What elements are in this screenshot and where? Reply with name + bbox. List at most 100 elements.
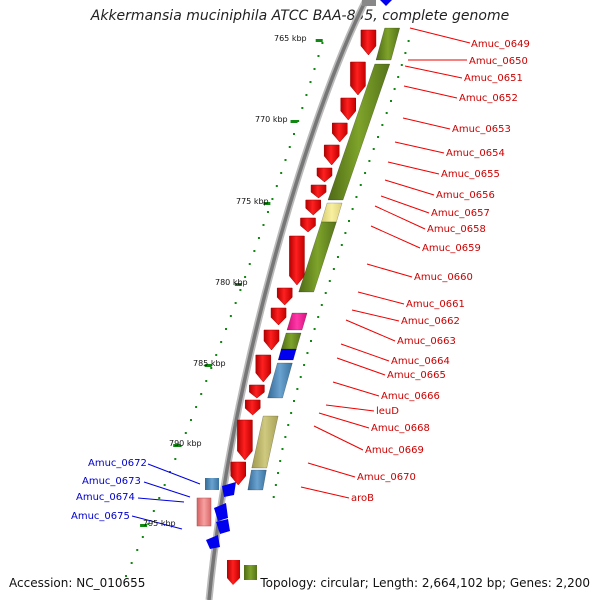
gene-feature[interactable] bbox=[244, 565, 257, 580]
gene-arrow[interactable] bbox=[300, 217, 316, 233]
label-leader bbox=[318, 412, 370, 429]
gene-arrow[interactable] bbox=[237, 419, 253, 461]
track-dot bbox=[407, 40, 410, 42]
label-leader bbox=[340, 343, 390, 362]
label-leader bbox=[404, 65, 463, 79]
gene-feature[interactable] bbox=[267, 362, 293, 399]
track-dot bbox=[287, 424, 290, 426]
gene-label[interactable]: Amuc_0660 bbox=[414, 272, 473, 283]
gene-label[interactable]: Amuc_0675 bbox=[71, 511, 130, 522]
gene-feature[interactable] bbox=[321, 202, 343, 223]
ruler bbox=[124, 39, 410, 577]
gene-label[interactable]: Amuc_0664 bbox=[391, 356, 450, 367]
gene-label[interactable]: Amuc_0670 bbox=[357, 472, 416, 483]
ruler-tick bbox=[263, 202, 271, 205]
gene-label[interactable]: Amuc_0674 bbox=[76, 492, 135, 503]
gene-arrow[interactable] bbox=[255, 354, 272, 383]
ruler-label: 765 kbp bbox=[274, 34, 307, 43]
gene-arrow[interactable] bbox=[323, 144, 340, 166]
ruler-dot bbox=[234, 302, 237, 304]
ruler-dot bbox=[195, 406, 198, 408]
gene-label[interactable]: Amuc_0665 bbox=[387, 370, 446, 381]
label-leaders bbox=[131, 27, 471, 530]
gene-arrow[interactable] bbox=[289, 235, 305, 286]
ruler-dot bbox=[248, 263, 251, 265]
track-dot bbox=[377, 136, 380, 138]
label-leader bbox=[403, 85, 458, 99]
gene-feature[interactable] bbox=[222, 482, 236, 497]
gene-arrow[interactable] bbox=[263, 329, 280, 351]
gene-feature[interactable] bbox=[214, 503, 228, 521]
track-dot bbox=[317, 316, 320, 318]
gene-label[interactable]: Amuc_0668 bbox=[371, 423, 430, 434]
gene-feature[interactable] bbox=[206, 535, 220, 549]
gene-arrow[interactable] bbox=[332, 122, 348, 143]
gene-arrow[interactable] bbox=[340, 97, 357, 121]
gene-arrow[interactable] bbox=[276, 287, 293, 306]
gene-feature[interactable] bbox=[216, 519, 230, 534]
gene-arrow[interactable] bbox=[350, 61, 366, 96]
label-leader bbox=[380, 195, 430, 214]
gene-label[interactable]: Amuc_0659 bbox=[422, 243, 481, 254]
ruler-dot bbox=[130, 562, 133, 564]
track-dot bbox=[385, 112, 388, 114]
gene-label[interactable]: aroB bbox=[351, 493, 374, 504]
gene-feature[interactable] bbox=[327, 63, 391, 201]
gene-label[interactable]: Amuc_0652 bbox=[459, 93, 518, 104]
ruler-label: 790 kbp bbox=[169, 439, 202, 448]
gene-feature[interactable] bbox=[251, 415, 279, 469]
track-dot bbox=[340, 244, 343, 246]
track-dot bbox=[277, 472, 280, 474]
ruler-dot bbox=[271, 198, 274, 200]
gene-arrow[interactable] bbox=[270, 307, 287, 326]
gene-arrow[interactable] bbox=[227, 560, 240, 585]
gene-feature[interactable] bbox=[247, 469, 267, 491]
gene-arrow[interactable] bbox=[230, 461, 247, 486]
gene-label[interactable]: Amuc_0653 bbox=[452, 124, 511, 135]
track-dot bbox=[359, 184, 362, 186]
gene-label[interactable]: Amuc_0657 bbox=[431, 208, 490, 219]
gene-label[interactable]: Amuc_0666 bbox=[381, 391, 440, 402]
gene-label[interactable]: Amuc_0656 bbox=[436, 190, 495, 201]
gene-feature[interactable] bbox=[277, 348, 297, 361]
gene-label[interactable]: Amuc_0662 bbox=[401, 316, 460, 327]
label-leader bbox=[387, 161, 440, 175]
track-dot bbox=[397, 76, 400, 78]
gene-arrow[interactable] bbox=[249, 384, 265, 399]
gene-label[interactable]: Amuc_0655 bbox=[441, 169, 500, 180]
ruler-dot bbox=[301, 107, 304, 109]
gene-label[interactable]: Amuc_0672 bbox=[88, 458, 147, 469]
ruler-dot bbox=[124, 575, 127, 577]
genome-backbone bbox=[207, 0, 368, 600]
ruler-dot bbox=[266, 211, 269, 213]
ruler-dot bbox=[158, 497, 161, 499]
label-leader bbox=[366, 263, 413, 278]
gene-arrow[interactable] bbox=[310, 184, 327, 199]
gene-label[interactable]: Amuc_0673 bbox=[82, 476, 141, 487]
gene-label[interactable]: Amuc_0658 bbox=[427, 224, 486, 235]
gene-label[interactable]: leuD bbox=[376, 406, 399, 417]
gene-label[interactable]: Amuc_0650 bbox=[469, 56, 528, 67]
track-dot bbox=[296, 388, 299, 390]
gene-feature[interactable] bbox=[298, 221, 337, 293]
gene-feature[interactable] bbox=[280, 332, 302, 351]
gene-label[interactable]: Amuc_0651 bbox=[464, 73, 523, 84]
gene-arrow[interactable] bbox=[360, 29, 377, 56]
gene-label[interactable]: Amuc_0669 bbox=[365, 445, 424, 456]
gene-feature[interactable] bbox=[205, 478, 219, 490]
ruler-tick bbox=[290, 120, 298, 123]
gene-label[interactable]: Amuc_0661 bbox=[406, 299, 465, 310]
gene-label[interactable]: Amuc_0654 bbox=[446, 148, 505, 159]
gene-label[interactable]: Amuc_0663 bbox=[397, 336, 456, 347]
gene-feature[interactable] bbox=[196, 497, 212, 527]
gene-feature[interactable] bbox=[286, 312, 308, 331]
ruler-dot bbox=[292, 133, 295, 135]
track-dot bbox=[381, 124, 384, 126]
gene-arrow[interactable] bbox=[305, 199, 321, 216]
gene-label[interactable]: Amuc_0649 bbox=[471, 39, 530, 50]
gene-arrow[interactable] bbox=[316, 167, 333, 183]
gene-feature[interactable] bbox=[375, 27, 401, 61]
gene-arrow[interactable] bbox=[244, 399, 261, 416]
ruler-dot bbox=[321, 42, 324, 44]
ruler-tick bbox=[140, 524, 148, 527]
